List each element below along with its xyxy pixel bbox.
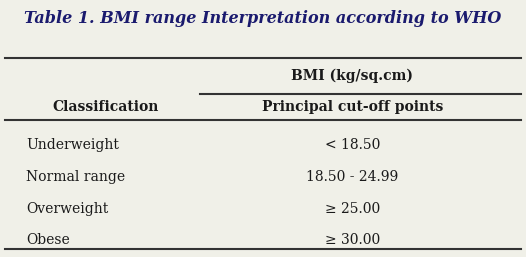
Text: Classification: Classification: [52, 100, 158, 114]
Text: BMI (kg/sq.cm): BMI (kg/sq.cm): [291, 69, 413, 83]
Text: ≥ 25.00: ≥ 25.00: [325, 203, 380, 216]
Text: Underweight: Underweight: [26, 138, 119, 152]
Text: ≥ 30.00: ≥ 30.00: [325, 233, 380, 247]
Text: Table 1. BMI range Interpretation according to WHO: Table 1. BMI range Interpretation accord…: [24, 10, 502, 27]
Text: Normal range: Normal range: [26, 170, 125, 184]
Text: Principal cut-off points: Principal cut-off points: [262, 100, 443, 114]
Text: Overweight: Overweight: [26, 203, 108, 216]
Text: 18.50 - 24.99: 18.50 - 24.99: [306, 170, 399, 184]
Text: Obese: Obese: [26, 233, 70, 247]
Text: < 18.50: < 18.50: [325, 138, 380, 152]
